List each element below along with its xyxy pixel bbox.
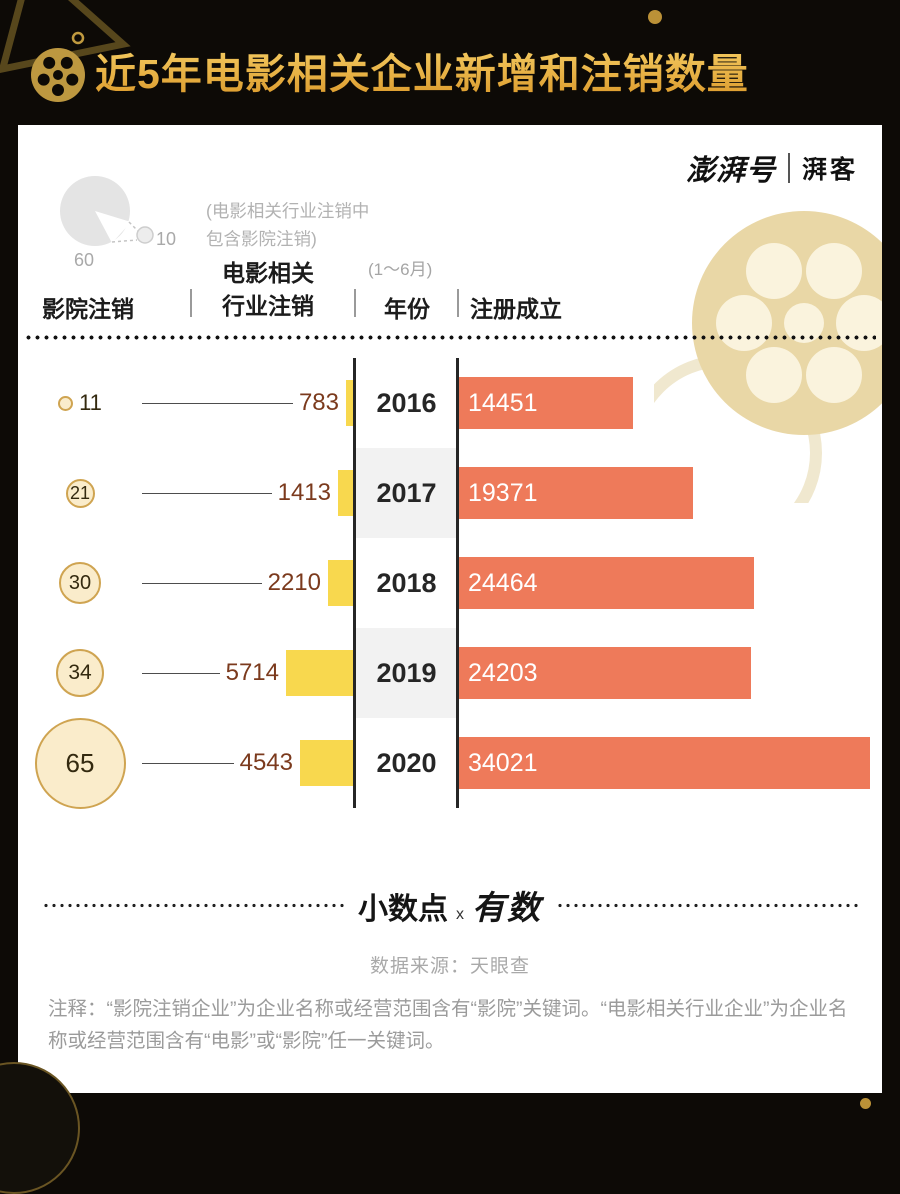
chart-row-2017: 21 1413 2017 19371: [18, 448, 882, 538]
right-axis-line: [456, 358, 459, 808]
top-bar: 近5年电影相关企业新增和注销数量: [0, 0, 900, 125]
header-separator: [354, 289, 356, 317]
dotted-line-right: [556, 902, 858, 908]
column-headers: 影院注销 电影相关 行业注销 (1～6月) 年份 注册成立: [18, 245, 882, 339]
dotted-separator: [24, 335, 876, 340]
cinema-value: 65: [65, 747, 95, 778]
cinema-circle: 65: [34, 717, 126, 809]
legend-small-value: 10: [156, 229, 176, 249]
chart-row-2020: 65 4543 2020 34021: [18, 717, 882, 809]
data-source: 数据来源：天眼查: [369, 956, 530, 977]
chart-row-2019: 34 5714 2019 24203: [18, 628, 882, 718]
cinema-value: 11: [79, 390, 102, 415]
header-separator: [190, 289, 192, 317]
chart-row-2018: 30 2210 2018 24464: [18, 538, 882, 628]
bottom-right-gold-dot: [860, 1098, 871, 1109]
cinema-circle: 34: [56, 649, 104, 697]
header-registered: 注册成立: [470, 296, 562, 322]
registered-bar: 34021: [458, 737, 870, 789]
registered-value: 24203: [468, 658, 538, 687]
cinema-value: 21: [69, 482, 91, 503]
brand-paike-logo: 湃客: [801, 156, 858, 184]
cinema-value: 30: [68, 571, 92, 594]
logo-youshu: 有数: [472, 889, 542, 926]
legend-proportion-graphic: 60 10: [60, 176, 176, 270]
header-year-note: (1～6月): [368, 260, 433, 279]
legend-note: (电影相关行业注销中 包含影院注销): [206, 197, 369, 253]
header-industry-line1: 电影相关: [222, 260, 314, 286]
industry-bar: [346, 380, 355, 426]
industry-value: 5714: [225, 659, 279, 686]
cinema-circle: 21: [65, 478, 95, 508]
legend-note-line2: 包含影院注销): [206, 229, 317, 249]
header-industry-line2: 行业注销: [222, 293, 314, 319]
cinema-circle: 30: [59, 562, 101, 604]
connector-line: [142, 672, 220, 674]
left-axis-line: [353, 358, 356, 808]
year-label: 2017: [376, 477, 437, 508]
connector-line: [142, 402, 293, 404]
industry-bar: [338, 470, 355, 516]
industry-value: 783: [298, 389, 339, 416]
dotted-line-left: [42, 902, 344, 908]
registered-bar: 14451: [458, 377, 633, 429]
brand-pengpai-logo: 澎湃号: [685, 155, 776, 187]
connector-line: [142, 762, 234, 764]
logo-xiaoshudian: 小数点: [358, 893, 448, 926]
header-year: 年份: [384, 296, 430, 322]
industry-value: 4543: [239, 749, 293, 776]
registered-bar: 24203: [458, 647, 751, 699]
registered-bar: 19371: [458, 467, 693, 519]
connector-line: [142, 582, 262, 584]
footnote: 注释：“影院注销企业”为企业名称或经营范围含有“影院”关键词。“电影相关行业企业…: [48, 998, 848, 1053]
film-reel-watermark: [654, 211, 882, 503]
year-label: 2016: [376, 387, 437, 418]
registered-value: 24464: [468, 568, 538, 597]
legend-note-line1: (电影相关行业注销中: [206, 201, 370, 221]
logo-x: x: [456, 906, 464, 923]
chart-rows: 11 783 2016 14451 21 1413 2017 19371 30 2210 2018 2…: [18, 358, 882, 809]
cinema-value: 34: [68, 661, 92, 684]
header-cinema-deregistered: 影院注销: [42, 296, 134, 322]
registered-bar: 24464: [458, 557, 754, 609]
brand-divider: [787, 153, 790, 183]
header-separator: [457, 289, 459, 317]
infographic-card: 澎湃号 湃客 60 10 (电影相关行业注销中 包含影院注销) 影院注销 电影相…: [18, 125, 882, 1093]
chart-row-2016: 11 783 2016 14451: [18, 358, 882, 448]
xiaoshudian-youshu-logo: 小数点 x 有数: [358, 881, 542, 929]
industry-value: 2210: [267, 569, 321, 596]
registered-value: 14451: [468, 388, 538, 417]
registered-value: 19371: [468, 478, 538, 507]
legend-big-value: 60: [74, 250, 94, 270]
film-reel-icon: [31, 31, 85, 102]
cinema-circle: [58, 395, 74, 411]
year-label: 2020: [376, 747, 437, 778]
footer-logo-row: 小数点 x 有数: [42, 885, 858, 926]
brand-logos: 澎湃号 湃客: [686, 147, 858, 189]
industry-bar: [328, 560, 355, 606]
year-label: 2019: [376, 657, 437, 688]
chart-area: 11 783 2016 14451 21 1413 2017 19371 30 2210 2018 2…: [18, 358, 882, 809]
industry-bar: [286, 650, 355, 696]
connector-line: [142, 492, 272, 494]
year-label: 2018: [376, 567, 437, 598]
industry-bar: [300, 740, 355, 786]
registered-value: 34021: [468, 748, 538, 777]
industry-value: 1413: [277, 479, 331, 506]
page-title: 近5年电影相关企业新增和注销数量: [95, 40, 885, 100]
gold-dot-decoration: [648, 10, 662, 24]
header-industry-deregistered: 电影相关 行业注销: [222, 257, 314, 323]
